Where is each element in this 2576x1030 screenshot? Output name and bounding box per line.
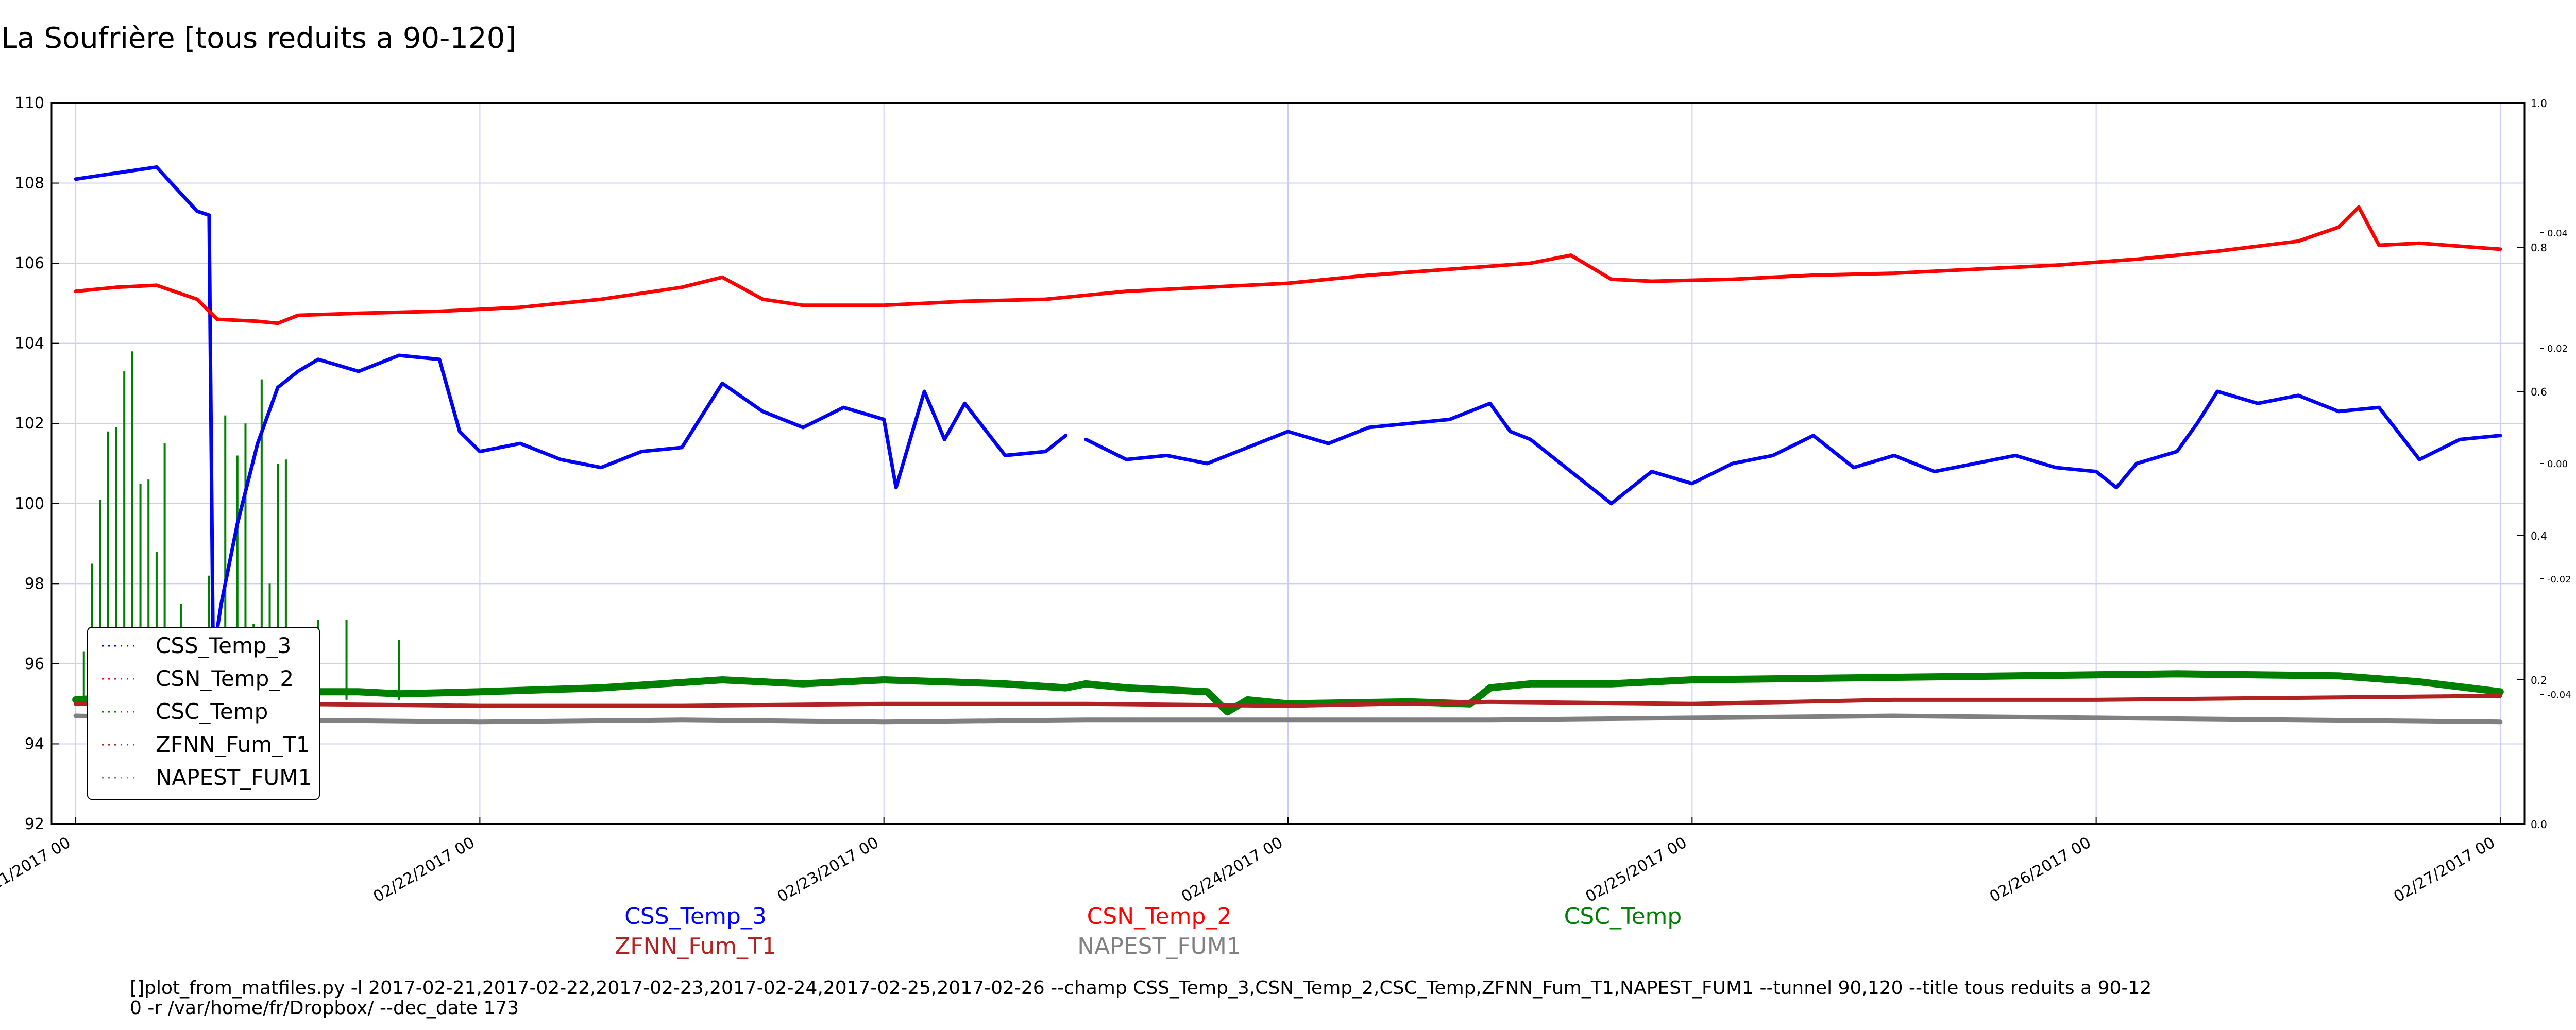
series-line-css_temp_3 xyxy=(1084,389,2502,506)
series-line-zfnn_fum_t1 xyxy=(74,694,2502,708)
series-line-napest_fum1 xyxy=(73,713,2503,725)
legend-label: CSS_Temp_3 xyxy=(156,633,291,658)
series-line-csc_temp xyxy=(72,670,2504,716)
y-tick-label: 104 xyxy=(15,335,44,353)
right-inner-tick-label: -0.02 xyxy=(2547,574,2571,585)
x-tick-label: 02/27/2017 00 xyxy=(2391,834,2498,906)
y-tick-label: 96 xyxy=(25,655,44,673)
right-inner-tick-label: 0.00 xyxy=(2547,459,2568,470)
right-axis-tick-label: 0.0 xyxy=(2531,818,2547,831)
x-tick-label: 02/22/2017 00 xyxy=(370,834,478,906)
y-tick-label: 98 xyxy=(25,575,44,593)
legend-label: NAPEST_FUM1 xyxy=(156,765,312,790)
bottom-label: CSC_Temp xyxy=(1564,903,1682,930)
legend-label: ZFNN_Fum_T1 xyxy=(156,732,310,757)
legend-box xyxy=(87,627,320,800)
right-axis-tick-label: 0.2 xyxy=(2531,674,2547,686)
y-tick-label: 108 xyxy=(15,175,44,193)
x-tick-label: 02/26/2017 00 xyxy=(1987,834,2094,906)
y-tick-label: 106 xyxy=(15,254,44,272)
x-tick-label: 02/24/2017 00 xyxy=(1178,834,1286,906)
plot-frame xyxy=(50,102,2526,825)
bottom-label: CSS_Temp_3 xyxy=(624,903,767,930)
x-tick-label: 02/23/2017 00 xyxy=(774,834,882,906)
bottom-label: NAPEST_FUM1 xyxy=(1077,933,1241,959)
x-tick-label: 02/25/2017 00 xyxy=(1583,834,1690,906)
x-tick-label: 02/21/2017 00 xyxy=(0,834,74,906)
right-inner-tick-label: 0.04 xyxy=(2547,228,2568,239)
legend-label: CSN_Temp_2 xyxy=(156,666,294,691)
right-axis-tick-label: 0.8 xyxy=(2531,242,2547,254)
legend-label: CSC_Temp xyxy=(156,699,268,724)
y-tick-label: 94 xyxy=(25,735,44,753)
right-axis-tick-label: 0.4 xyxy=(2531,530,2547,542)
command-line-2: 0 -r /var/home/fr/Dropbox/ --dec_date 17… xyxy=(130,998,519,1019)
right-inner-tick-label: -0.04 xyxy=(2547,690,2571,700)
page-title: La Soufrière [tous reduits a 90-120] xyxy=(1,22,517,55)
series-line-csn_temp_2 xyxy=(74,205,2502,325)
command-line-1: []plot_from_matfiles.py -l 2017-02-21,20… xyxy=(130,977,2152,999)
y-tick-label: 102 xyxy=(15,415,44,433)
bottom-label: CSN_Temp_2 xyxy=(1087,903,1232,930)
y-tick-label: 100 xyxy=(15,495,44,513)
right-axis-tick-label: 0.6 xyxy=(2531,386,2547,398)
right-inner-tick-label: 0.02 xyxy=(2547,344,2568,354)
bottom-label: ZFNN_Fum_T1 xyxy=(615,933,776,959)
right-axis-tick-label: 1.0 xyxy=(2531,97,2547,110)
y-tick-label: 110 xyxy=(15,94,44,112)
y-tick-label: 92 xyxy=(25,815,44,833)
